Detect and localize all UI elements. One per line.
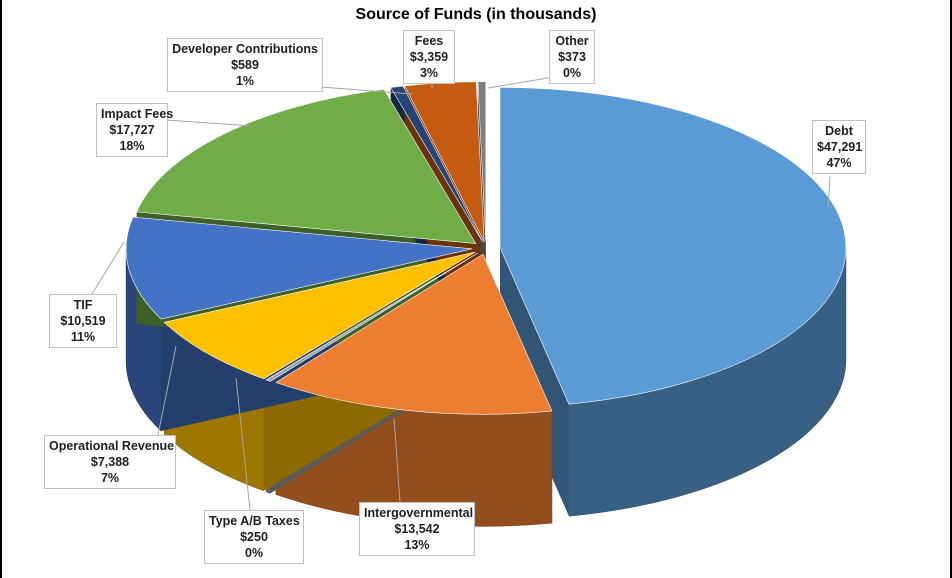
- leader-label-operational-revenue: [157, 345, 177, 436]
- label-intergovernmental-value: $13,542: [394, 522, 440, 536]
- leader-label-intergovernmental: [393, 417, 401, 503]
- leader-label-other: [487, 75, 561, 89]
- label-developer-contributions-pct: 1%: [235, 74, 255, 88]
- leader-label-debt: [827, 175, 831, 209]
- label-developer-contributions: Developer Contributions $589 1%: [167, 38, 323, 92]
- label-debt-pct: 47%: [826, 156, 852, 170]
- label-other-value: $373: [558, 50, 586, 64]
- pie-slice-impact-fees: [136, 89, 477, 244]
- label-intergovernmental-name: Intergovernmental: [364, 506, 474, 520]
- label-fees-pct: 3%: [419, 66, 439, 80]
- label-operational-revenue-pct: 7%: [100, 471, 120, 485]
- label-developer-contributions-value: $589: [231, 58, 259, 72]
- label-impact-fees-pct: 18%: [119, 139, 145, 153]
- chart-title: Source of Funds (in thousands): [355, 6, 597, 23]
- label-type-ab-taxes-name: Type A/B Taxes: [209, 514, 300, 528]
- label-developer-contributions-name: Developer Contributions: [172, 42, 318, 56]
- label-type-ab-taxes-pct: 0%: [244, 546, 264, 560]
- right-border: [950, 0, 952, 578]
- leader-label-tif: [91, 241, 125, 295]
- pie-tops: [125, 81, 847, 415]
- label-intergovernmental-pct: 13%: [404, 538, 430, 552]
- label-other-name: Other: [555, 34, 589, 48]
- left-border: [0, 0, 2, 578]
- label-other-pct: 0%: [562, 66, 582, 80]
- pie-slice-developer-contributions: [390, 85, 483, 242]
- leader-label-type-ab-taxes: [235, 377, 251, 511]
- pie-slice-other: [477, 81, 487, 242]
- label-type-ab-taxes-value: $250: [240, 530, 268, 544]
- label-debt-value: $47,291: [817, 140, 863, 154]
- label-operational-revenue: Operational Revenue $7,388 7%: [44, 435, 176, 489]
- label-operational-revenue-value: $7,388: [90, 455, 130, 469]
- label-operational-revenue-name: Operational Revenue: [49, 439, 175, 453]
- label-tif: TIF $10,519 11%: [49, 294, 117, 348]
- label-debt: Debt $47,291 47%: [812, 120, 866, 174]
- label-debt-name: Debt: [825, 124, 853, 138]
- label-fees-value: $3,359: [409, 50, 449, 64]
- pie-slice-operational-revenue: [163, 251, 476, 380]
- label-type-ab-taxes: Type A/B Taxes $250 0%: [204, 510, 304, 564]
- label-impact-fees-name: Impact Fees: [101, 107, 174, 121]
- label-fees: Fees $3,359 3%: [403, 30, 455, 84]
- label-impact-fees-value: $17,727: [109, 123, 155, 137]
- pie-slice-type-a-b-taxes: [265, 252, 478, 382]
- label-tif-pct: 11%: [70, 330, 96, 344]
- leader-label-impact-fees: [165, 119, 253, 127]
- pie-slice-intergovernmental: [275, 253, 553, 415]
- label-fees-name: Fees: [414, 34, 444, 48]
- pie-slice-tif: [125, 216, 473, 320]
- label-tif-name: TIF: [73, 298, 93, 312]
- label-other: Other $373 0%: [549, 30, 595, 84]
- leader-label-developer-contributions: [307, 85, 413, 95]
- pie-slice-debt: [499, 87, 847, 405]
- label-impact-fees: Impact Fees $17,727 18%: [96, 103, 174, 157]
- label-tif-value: $10,519: [60, 314, 106, 328]
- label-intergovernmental: Intergovernmental $13,542 13%: [359, 502, 475, 556]
